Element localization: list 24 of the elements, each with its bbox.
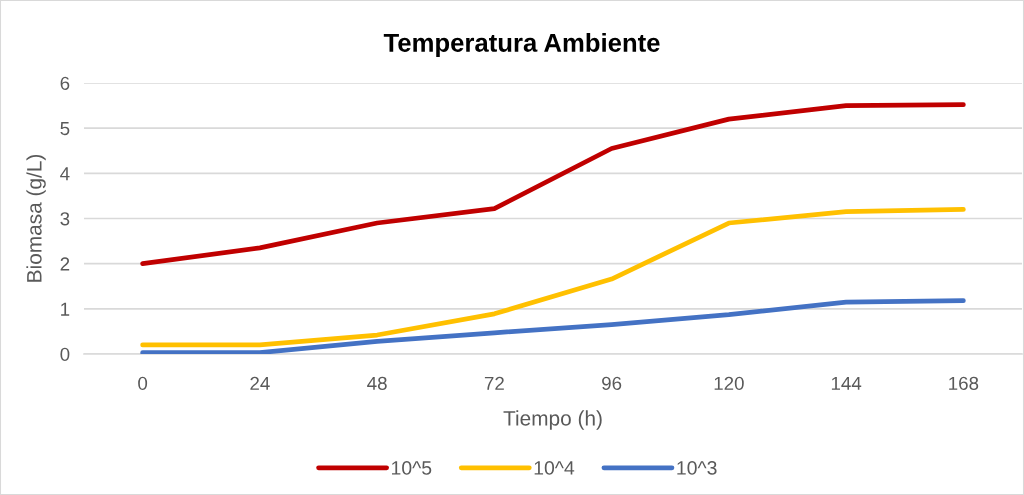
y-tick-label: 6	[60, 76, 70, 90]
x-tick-label: 48	[367, 376, 387, 390]
y-axis-title: Biomasa (g/L)	[26, 154, 46, 282]
x-tick-label: 120	[714, 376, 744, 390]
line-series	[140, 298, 966, 354]
x-tick-label: 96	[602, 376, 622, 390]
x-tick-label: 144	[831, 376, 862, 390]
y-tick-label: 4	[60, 167, 70, 181]
x-tick-label: 168	[949, 376, 979, 390]
legend-label: 10^4	[534, 461, 575, 475]
x-tick-label: 72	[484, 376, 504, 390]
x-tick-label: 24	[250, 376, 270, 390]
y-tick-label: 3	[60, 212, 70, 226]
x-tick-label: 0	[138, 376, 148, 390]
line-series	[140, 102, 966, 267]
y-tick-label: 0	[60, 347, 70, 361]
y-tick-label: 5	[60, 122, 70, 136]
line-series	[140, 207, 966, 348]
y-tick-label: 1	[61, 302, 70, 316]
legend-label: 10^5	[392, 461, 432, 475]
chart-title: Temperatura Ambiente	[383, 33, 660, 57]
x-axis-title: Tiempo (h)	[503, 410, 602, 430]
legend-label: 10^3	[677, 461, 717, 475]
y-tick-label: 2	[60, 257, 70, 271]
